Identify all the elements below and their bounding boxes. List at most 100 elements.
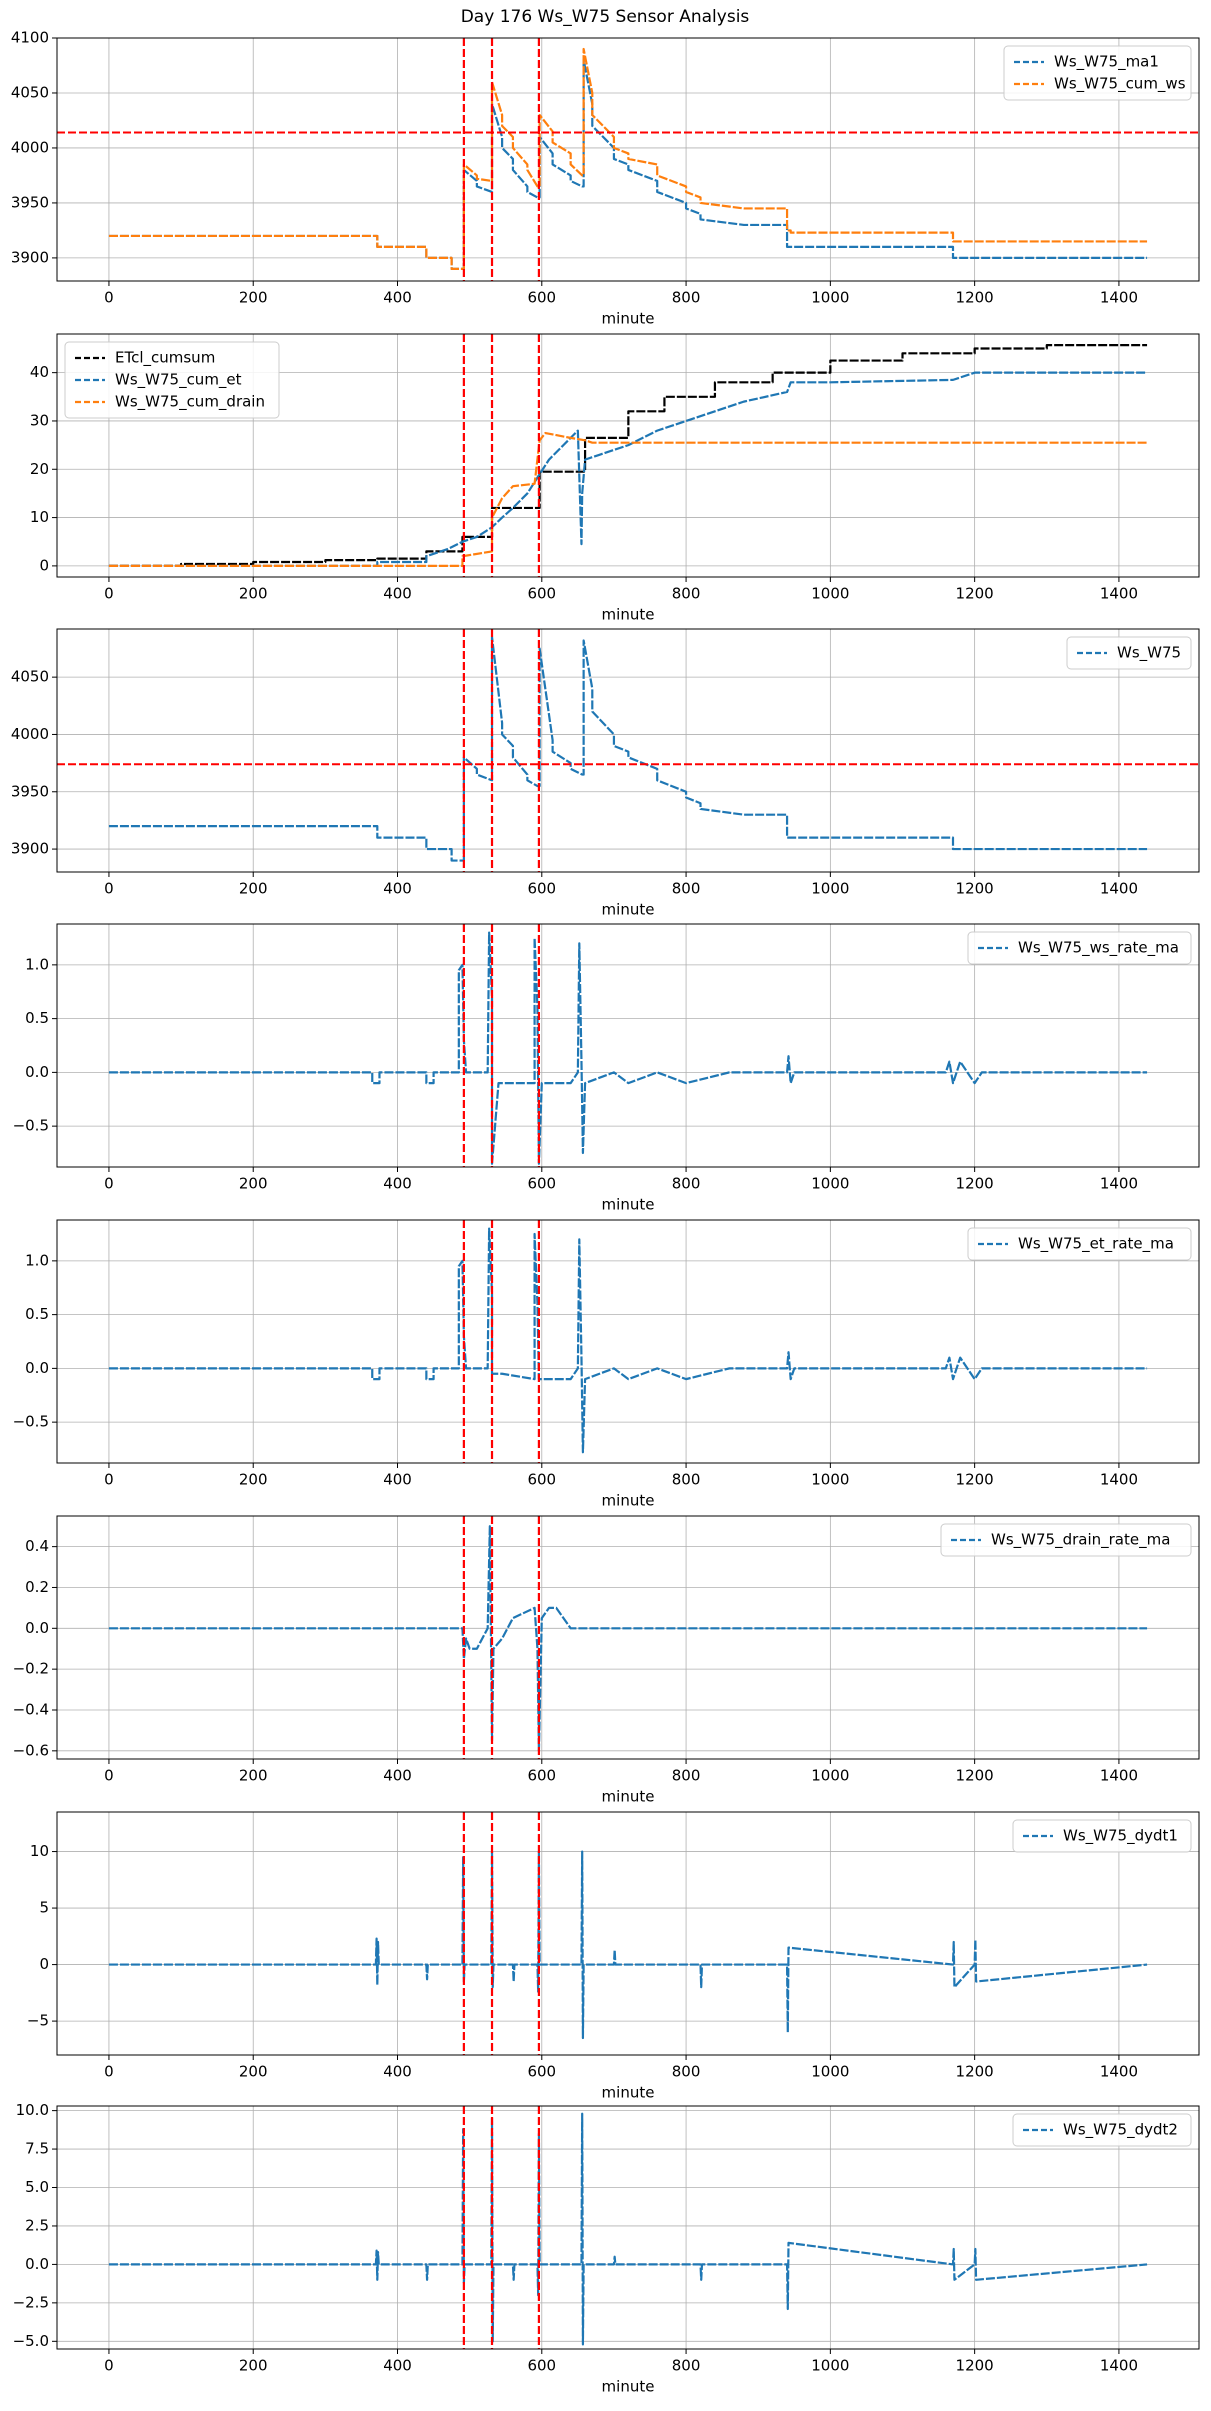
x-tick-label: 800: [672, 1767, 701, 1785]
x-tick-label: 1400: [1100, 1767, 1138, 1785]
x-tick-label: 0: [104, 585, 114, 603]
plot-area: [108, 1220, 1148, 1463]
y-tick-label: 1.0: [25, 1251, 49, 1269]
series-line: [108, 47, 1148, 270]
legend: Ws_W75_dydt2: [1012, 2113, 1192, 2147]
x-tick-label: 1000: [811, 2063, 849, 2081]
x-tick-label: 200: [239, 585, 268, 603]
y-tick-label: 3900: [11, 248, 49, 266]
y-tick-label: 1.0: [25, 955, 49, 973]
x-tick-label: 1200: [956, 2357, 994, 2375]
y-tick-label: 10.0: [16, 2101, 49, 2119]
subplot: 0 200 400 600 800 1000 1200 1400 −0.5 0.0 0.5 1.0 mi…: [13, 1219, 1200, 1510]
y-tick-label: 4000: [11, 725, 49, 743]
series-line: [108, 1525, 1148, 1752]
x-tick-label: 1200: [956, 1175, 994, 1193]
plot-area: [57, 38, 1199, 281]
axes-frame: [56, 1811, 1200, 2056]
y-tick-label: 5.0: [25, 2178, 49, 2196]
x-tick-label: 200: [239, 1175, 268, 1193]
x-tick-label: 600: [527, 1471, 556, 1489]
x-tick-label: 0: [104, 1175, 114, 1193]
x-tick-label: 800: [672, 289, 701, 307]
y-tick-label: −0.6: [13, 1741, 49, 1759]
y-tick-label: 0.5: [25, 1305, 49, 1323]
x-tick-label: 800: [672, 1471, 701, 1489]
legend: ETcl_cumsum Ws_W75_cum_et Ws_W75_cum_drain: [64, 341, 280, 419]
legend-label: Ws_W75_dydt2: [1063, 2121, 1178, 2140]
y-tick-label: 4000: [11, 138, 49, 156]
y-tick-label: 0.0: [25, 2255, 49, 2273]
y-tick-label: 0.2: [25, 1578, 49, 1596]
y-tick-label: −2.5: [13, 2293, 49, 2311]
x-tick-label: 600: [527, 880, 556, 898]
x-tick-label: 1400: [1100, 2357, 1138, 2375]
x-tick-label: 1200: [956, 585, 994, 603]
y-tick-label: 0.0: [25, 1619, 49, 1637]
legend-label: Ws_W75_dydt1: [1063, 1827, 1178, 1846]
x-tick-label: 200: [239, 2063, 268, 2081]
plot-area: [57, 629, 1199, 872]
x-tick-label: 200: [239, 289, 268, 307]
y-tick-label: −0.4: [13, 1700, 49, 1718]
x-tick-label: 600: [527, 2357, 556, 2375]
legend-box: [1066, 636, 1192, 670]
x-tick-label: 800: [672, 2357, 701, 2375]
x-tick-label: 1400: [1100, 880, 1138, 898]
y-tick-label: 2.5: [25, 2216, 49, 2234]
plot-area: [108, 924, 1148, 1167]
x-tick-label: 600: [527, 2063, 556, 2081]
x-tick-label: 1200: [956, 880, 994, 898]
x-tick-label: 1400: [1100, 1175, 1138, 1193]
axes-frame: [56, 2105, 1200, 2350]
y-tick-label: 4100: [11, 29, 49, 47]
x-tick-label: 400: [383, 1175, 412, 1193]
x-tick-label: 400: [383, 289, 412, 307]
x-tick-label: 1200: [956, 2063, 994, 2081]
y-tick-label: 3950: [11, 193, 49, 211]
x-tick-label: 0: [104, 289, 114, 307]
x-tick-label: 1400: [1100, 585, 1138, 603]
y-tick-label: 4050: [11, 668, 49, 686]
y-tick-label: 7.5: [25, 2140, 49, 2158]
x-tick-label: 1000: [811, 2357, 849, 2375]
subplot: 0 200 400 600 800 1000 1200 1400 3900 3950 4000 405…: [11, 29, 1200, 328]
x-tick-label: 800: [672, 2063, 701, 2081]
axes-frame: [56, 628, 1200, 873]
y-tick-label: 0.0: [25, 1063, 49, 1081]
x-tick-label: 0: [104, 1471, 114, 1489]
legend: Ws_W75_dydt1: [1012, 1819, 1192, 1853]
x-tick-label: 600: [527, 289, 556, 307]
series-line: [108, 344, 1148, 567]
y-tick-label: 5: [39, 1899, 49, 1917]
y-tick-label: −5: [27, 2012, 49, 2030]
y-tick-label: 3900: [11, 840, 49, 858]
legend-label: Ws_W75_et_rate_ma: [1018, 1235, 1174, 1254]
x-tick-label: 0: [104, 1767, 114, 1785]
legend-label: ETcl_cumsum: [115, 349, 215, 368]
x-tick-label: 200: [239, 2357, 268, 2375]
legend-box: [940, 1523, 1192, 1557]
x-tick-label: 400: [383, 1767, 412, 1785]
y-tick-label: 30: [30, 411, 49, 429]
y-tick-label: 20: [30, 460, 49, 478]
x-tick-label: 1000: [811, 585, 849, 603]
legend-box: [967, 931, 1192, 965]
x-tick-label: 600: [527, 1175, 556, 1193]
x-tick-label: 600: [527, 585, 556, 603]
y-tick-label: 0: [39, 1955, 49, 1973]
x-tick-label: 0: [104, 2063, 114, 2081]
y-tick-label: −5.0: [13, 2332, 49, 2350]
y-tick-label: 4050: [11, 83, 49, 101]
x-axis-label: minute: [602, 2084, 655, 2102]
x-axis-label: minute: [602, 1788, 655, 1806]
y-tick-label: 3950: [11, 782, 49, 800]
x-axis-label: minute: [602, 2378, 655, 2396]
series-line: [108, 1850, 1148, 2040]
plot-area: [108, 334, 1148, 577]
legend-label: Ws_W75_cum_drain: [115, 393, 265, 412]
x-tick-label: 200: [239, 880, 268, 898]
x-tick-label: 400: [383, 1471, 412, 1489]
legend: Ws_W75: [1066, 636, 1192, 670]
